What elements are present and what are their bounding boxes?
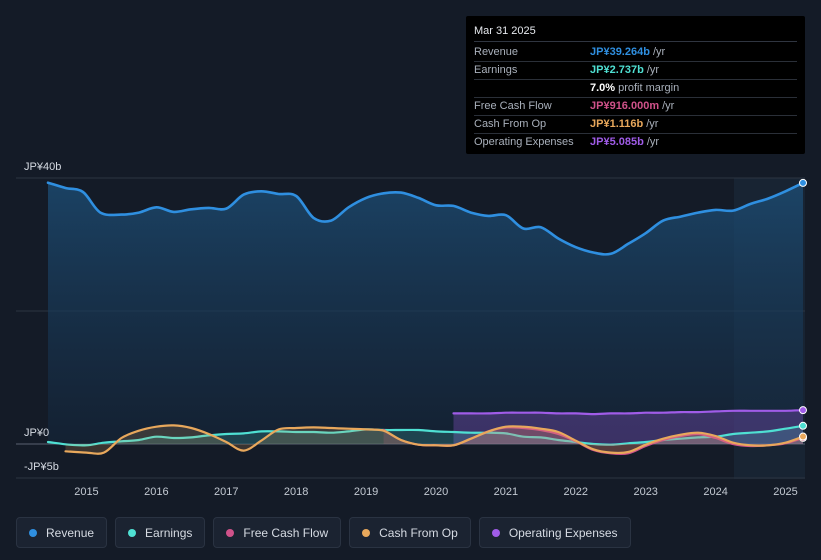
tooltip-label: Cash From Op <box>474 118 547 130</box>
tooltip-label: Free Cash Flow <box>474 100 552 112</box>
revenue-area <box>48 182 803 444</box>
y-tick-label: JP¥0 <box>24 427 49 439</box>
tooltip-value: JP¥1.116b <box>590 118 644 130</box>
series-layer <box>46 178 807 456</box>
legend-label: Operating Expenses <box>508 525 618 540</box>
legend-label: Cash From Op <box>379 525 458 540</box>
x-tick-label: 2020 <box>424 486 448 498</box>
tooltip-unit: /yr <box>646 64 660 76</box>
tooltip-value: 7.0% <box>590 82 616 94</box>
tooltip-date: Mar 31 2025 <box>474 24 797 42</box>
tooltip-row-revenue: Revenue JP¥39.264b /yr <box>474 44 797 62</box>
operating-expenses-end-point <box>799 406 807 415</box>
y-tick-label: -JP¥5b <box>24 461 59 473</box>
x-tick-label: 2022 <box>564 486 588 498</box>
legend-dot-icon <box>362 528 371 537</box>
x-tick-label: 2017 <box>214 486 238 498</box>
tooltip-unit: /yr <box>646 118 659 130</box>
cash-from-op-line <box>64 424 805 455</box>
legend-dot-icon <box>29 528 37 537</box>
tooltip-row-free-cash-flow: Free Cash Flow JP¥916.000m /yr <box>474 98 797 116</box>
y-tick-label: JP¥40b <box>24 161 61 173</box>
revenue-end-point <box>799 178 807 187</box>
tooltip-panel: Mar 31 2025 Revenue JP¥39.264b /yr Earni… <box>466 16 805 154</box>
earnings-end-point <box>799 421 807 430</box>
x-tick-label: 2016 <box>144 486 168 498</box>
legend-label: Free Cash Flow <box>243 525 329 540</box>
legend-item-cash-from-op[interactable]: Cash From Op <box>349 517 471 548</box>
x-tick-label: 2015 <box>74 486 98 498</box>
tooltip-value: JP¥5.085b <box>590 136 644 148</box>
tooltip-label: Earnings <box>474 64 518 76</box>
x-tick-label: 2023 <box>633 486 657 498</box>
tooltip-unit: profit margin <box>618 82 680 94</box>
tooltip-label: Operating Expenses <box>474 136 574 148</box>
x-tick-label: 2018 <box>284 486 308 498</box>
tooltip-label: Revenue <box>474 46 519 58</box>
operating-expenses-line <box>452 409 805 416</box>
free-cash-flow-area <box>383 427 803 454</box>
tooltip-value: JP¥39.264b <box>590 46 650 58</box>
tooltip-label <box>474 80 590 97</box>
x-tick-label: 2024 <box>703 486 727 498</box>
tooltip-unit: /yr <box>662 100 675 112</box>
y-axis-ticks: JP¥40b JP¥0 -JP¥5b <box>24 161 61 473</box>
legend-item-free-cash-flow[interactable]: Free Cash Flow <box>213 517 342 548</box>
legend-item-revenue[interactable]: Revenue <box>16 517 108 548</box>
tooltip-unit: /yr <box>646 136 660 148</box>
chart-legend: Revenue Earnings Free Cash Flow Cash Fro… <box>16 517 631 548</box>
tooltip-value: JP¥2.737b <box>590 64 644 76</box>
cash-from-op-area <box>65 425 803 454</box>
legend-item-earnings[interactable]: Earnings <box>115 517 206 548</box>
legend-dot-icon <box>491 528 500 537</box>
tooltip-unit: /yr <box>652 46 666 58</box>
legend-label: Earnings <box>145 525 193 540</box>
tooltip-row-profit-margin: 7.0% profit margin <box>474 80 797 98</box>
revenue-line <box>46 181 805 256</box>
earnings-line <box>46 424 805 447</box>
tooltip-row-cash-from-op: Cash From Op JP¥1.116b /yr <box>474 116 797 134</box>
legend-label: Revenue <box>46 525 95 540</box>
legend-item-operating-expenses[interactable]: Operating Expenses <box>478 517 631 548</box>
x-tick-label: 2025 <box>773 486 797 498</box>
legend-dot-icon <box>226 528 235 537</box>
legend-dot-icon <box>128 528 137 537</box>
earnings-area <box>48 425 803 446</box>
x-axis-ticks: 2015 2016 2017 2018 2019 2020 2021 2022 2023 2024… <box>74 486 798 498</box>
tooltip-value: JP¥916.000m <box>590 100 660 112</box>
x-tick-label: 2021 <box>494 486 518 498</box>
tooltip-row-earnings: Earnings JP¥2.737b /yr <box>474 62 797 80</box>
tooltip-row-operating-expenses: Operating Expenses JP¥5.085b /yr <box>474 134 797 151</box>
x-tick-label: 2019 <box>354 486 378 498</box>
cash-from-op-end-point <box>799 432 807 441</box>
